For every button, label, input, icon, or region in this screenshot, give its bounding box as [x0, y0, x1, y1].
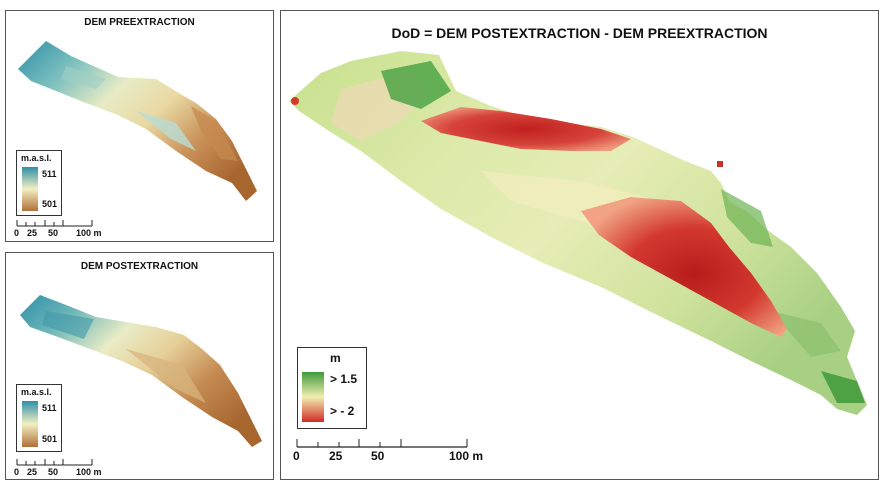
scale-label-25: 25: [329, 449, 342, 463]
dod-legend: m > 1.5 > - 2: [297, 347, 367, 429]
scale-label-50: 50: [371, 449, 384, 463]
legend-low-label: 501: [42, 434, 57, 444]
scale-label-0: 0: [14, 228, 19, 238]
scale-label-100: 100 m: [449, 449, 483, 463]
legend-title: m: [330, 351, 341, 365]
legend-low-label: > - 2: [330, 404, 354, 418]
legend-title: m.a.s.l.: [21, 153, 52, 163]
legend-high-label: 511: [42, 403, 57, 413]
legend-low-label: 501: [42, 199, 57, 209]
scale-label-100: 100 m: [76, 467, 102, 477]
scale-bar: 0 25 50 100 m: [14, 455, 104, 479]
legend-title: m.a.s.l.: [21, 387, 52, 397]
elevation-legend: m.a.s.l. 511 501: [16, 150, 62, 216]
legend-high-label: 511: [42, 169, 57, 179]
scale-bar: 0 25 50 100 m: [14, 216, 104, 240]
scale-bar-graphic: [14, 455, 104, 467]
scale-label-0: 0: [14, 467, 19, 477]
scale-bar-graphic: [14, 216, 104, 228]
scale-label-25: 25: [27, 467, 37, 477]
legend-high-label: > 1.5: [330, 372, 357, 386]
legend-color-ramp: [22, 401, 38, 447]
scale-label-100: 100 m: [76, 228, 102, 238]
panel-dod: DoD = DEM POSTEXTRACTION - DEM PREEXTRAC…: [280, 10, 879, 480]
legend-color-ramp: [22, 167, 38, 211]
scale-label-0: 0: [293, 449, 300, 463]
elevation-legend: m.a.s.l. 511 501: [16, 384, 62, 452]
dod-map: [281, 11, 878, 479]
scale-bar: 0 25 50 100 m: [291, 435, 491, 465]
scale-label-25: 25: [27, 228, 37, 238]
panel-dem-postextraction: DEM POSTEXTRACTION m.a.s.l. 511 501: [5, 252, 274, 480]
scale-label-50: 50: [48, 228, 58, 238]
scale-label-50: 50: [48, 467, 58, 477]
panel-dem-preextraction: DEM PREEXTRACTION m.a.s.l. 511 501: [5, 10, 274, 242]
scale-bar-graphic: [291, 435, 491, 449]
legend-color-ramp: [302, 372, 324, 422]
